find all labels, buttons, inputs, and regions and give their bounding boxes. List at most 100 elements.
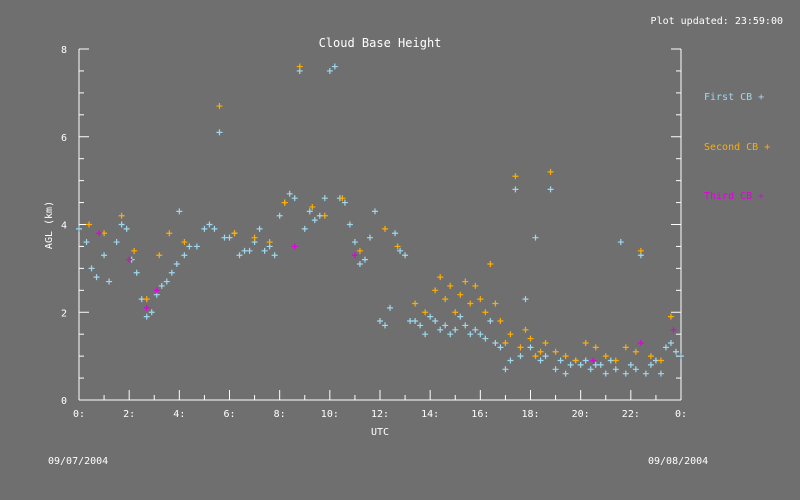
second-cb-point xyxy=(492,300,499,307)
second-cb-point xyxy=(356,247,363,254)
second-cb-point xyxy=(472,282,479,289)
third-cb-point xyxy=(637,339,644,346)
first-cb-point xyxy=(138,296,145,303)
legend-second-cb: Second CB + xyxy=(704,142,770,153)
first-cb-point xyxy=(447,331,454,338)
first-cb-point xyxy=(507,357,514,364)
first-cb-point xyxy=(256,225,263,232)
plot-updated-text: Plot updated: 23:59:00 xyxy=(651,16,783,27)
second-cb-point xyxy=(632,348,639,355)
second-cb-point xyxy=(512,173,519,180)
first-cb-point xyxy=(291,195,298,202)
second-cb-point xyxy=(592,344,599,351)
first-cb-point xyxy=(176,208,183,215)
first-cb-point xyxy=(532,234,539,241)
first-cb-point xyxy=(678,353,684,360)
first-cb-point xyxy=(392,230,399,237)
first-cb-point xyxy=(457,313,464,320)
end-date: 09/08/2004 xyxy=(648,456,709,467)
first-cb-point xyxy=(492,339,499,346)
second-cb-point xyxy=(452,309,459,316)
second-cb-point xyxy=(612,357,619,364)
first-cb-point xyxy=(76,225,82,232)
first-cb-point xyxy=(662,344,669,351)
x-tick-label: 10: xyxy=(321,409,339,420)
second-cb-point xyxy=(266,239,273,246)
first-cb-point xyxy=(642,370,649,377)
first-cb-point xyxy=(236,252,243,259)
first-cb-point xyxy=(497,344,504,351)
first-cb-point xyxy=(301,225,308,232)
first-cb-point xyxy=(168,269,175,276)
first-cb-point xyxy=(562,370,569,377)
second-cb-point xyxy=(647,353,654,360)
first-cb-point xyxy=(652,357,659,364)
first-cb-point xyxy=(552,366,559,373)
first-cb-point xyxy=(477,331,484,338)
second-cb-point xyxy=(422,309,429,316)
first-cb-point xyxy=(452,326,459,333)
second-cb-point xyxy=(281,199,288,206)
first-cb-point xyxy=(417,322,424,329)
second-cb-point xyxy=(394,243,401,250)
first-cb-point xyxy=(186,243,193,250)
second-cb-point xyxy=(547,168,554,175)
second-cb-point xyxy=(622,344,629,351)
first-cb-point xyxy=(557,357,564,364)
first-cb-point xyxy=(537,357,544,364)
first-cb-point xyxy=(542,353,549,360)
first-cb-point xyxy=(412,318,419,325)
second-cb-point xyxy=(667,313,674,320)
first-cb-point xyxy=(582,357,589,364)
first-cb-point xyxy=(173,260,180,267)
third-cb-point xyxy=(126,256,133,263)
second-cb-point xyxy=(542,339,549,346)
second-cb-point xyxy=(482,309,489,316)
first-cb-point xyxy=(597,361,604,368)
first-cb-point xyxy=(88,265,95,272)
first-cb-point xyxy=(316,212,323,219)
second-cb-point xyxy=(321,212,328,219)
second-cb-point xyxy=(517,344,524,351)
first-cb-point xyxy=(617,239,624,246)
x-axis-label: UTC xyxy=(371,427,389,438)
first-cb-point xyxy=(607,357,614,364)
first-cb-point xyxy=(163,278,170,285)
second-cb-point xyxy=(296,63,303,70)
first-cb-point xyxy=(331,63,338,70)
second-cb-point xyxy=(477,296,484,303)
first-cb-point xyxy=(326,67,333,74)
first-cb-point xyxy=(397,247,404,254)
first-cb-point xyxy=(402,252,409,259)
first-cb-point xyxy=(522,296,529,303)
first-cb-point xyxy=(221,234,228,241)
first-cb-point xyxy=(361,256,368,263)
first-cb-point xyxy=(512,186,519,193)
first-cb-point xyxy=(422,331,429,338)
first-cb-point xyxy=(351,239,358,246)
first-cb-point xyxy=(472,326,479,333)
first-cb-point xyxy=(356,260,363,267)
second-cb-point xyxy=(522,326,529,333)
first-cb-point xyxy=(487,318,494,325)
first-cb-point xyxy=(106,278,113,285)
legend-third-cb: Third CB + xyxy=(704,191,764,202)
first-cb-point xyxy=(657,370,664,377)
first-cb-point xyxy=(83,239,90,246)
legend-first-cb: First CB + xyxy=(704,92,764,103)
second-cb-point xyxy=(602,353,609,360)
first-cb-point xyxy=(527,344,534,351)
first-cb-point xyxy=(346,221,353,228)
first-cb-point xyxy=(517,353,524,360)
second-cb-point xyxy=(156,252,163,259)
second-cb-point xyxy=(527,335,534,342)
first-cb-point xyxy=(547,186,554,193)
y-tick-label: 0 xyxy=(61,396,67,407)
second-cb-point xyxy=(118,212,125,219)
first-cb-point xyxy=(437,326,444,333)
first-cb-point xyxy=(148,309,155,316)
second-cb-point xyxy=(637,247,644,254)
second-cb-point xyxy=(442,296,449,303)
first-cb-point xyxy=(226,234,233,241)
